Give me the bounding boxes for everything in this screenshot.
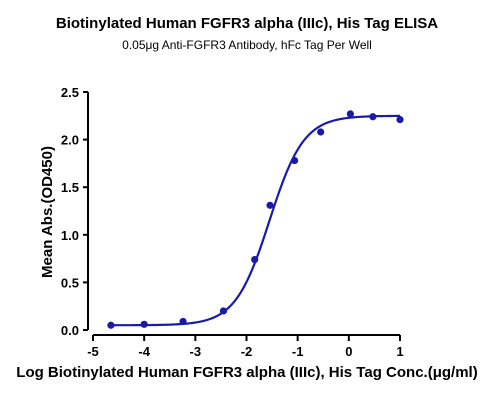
x-tick-label: -1 bbox=[292, 344, 304, 359]
x-tick-label: 1 bbox=[396, 344, 403, 359]
y-tick-label: 0.5 bbox=[61, 275, 79, 290]
data-point bbox=[140, 320, 148, 328]
x-tick-label: 0 bbox=[345, 344, 352, 359]
fit-curve bbox=[110, 114, 401, 327]
y-axis-label: Mean Abs.(OD450) bbox=[39, 146, 56, 278]
data-point bbox=[396, 116, 404, 124]
data-point bbox=[107, 321, 115, 329]
x-tick-label: -5 bbox=[87, 344, 99, 359]
chart-subtitle: 0.05μg Anti-FGFR3 Antibody, hFc Tag Per … bbox=[122, 38, 372, 52]
data-point bbox=[219, 307, 228, 315]
y-tick-label: 2.5 bbox=[61, 85, 79, 100]
data-point bbox=[290, 156, 299, 165]
data-point bbox=[251, 255, 259, 264]
x-axis-label: Log Biotinylated Human FGFR3 alpha (IIIc… bbox=[16, 364, 477, 381]
x-tick-label: -3 bbox=[190, 344, 202, 359]
x-tick-label: -4 bbox=[138, 344, 150, 359]
data-point bbox=[346, 110, 354, 118]
y-tick-label: 1.5 bbox=[61, 180, 79, 195]
y-tick-label: 1.0 bbox=[61, 228, 79, 243]
chart-title: Biotinylated Human FGFR3 alpha (IIIc), H… bbox=[56, 15, 438, 32]
fit-curve-layer bbox=[110, 114, 401, 327]
data-point bbox=[369, 113, 377, 121]
data-point bbox=[266, 201, 274, 209]
data-points-layer bbox=[107, 110, 404, 329]
axes: 0.0 0.5 1.0 1.5 2.0 2.5 -5 -4 -3 -2 -1 0 1 bbox=[61, 85, 404, 359]
y-tick-label: 2.0 bbox=[61, 133, 79, 148]
y-tick-label: 0.0 bbox=[61, 323, 79, 338]
data-point bbox=[179, 317, 187, 326]
data-point bbox=[317, 128, 325, 136]
x-tick-label: -2 bbox=[241, 344, 253, 359]
